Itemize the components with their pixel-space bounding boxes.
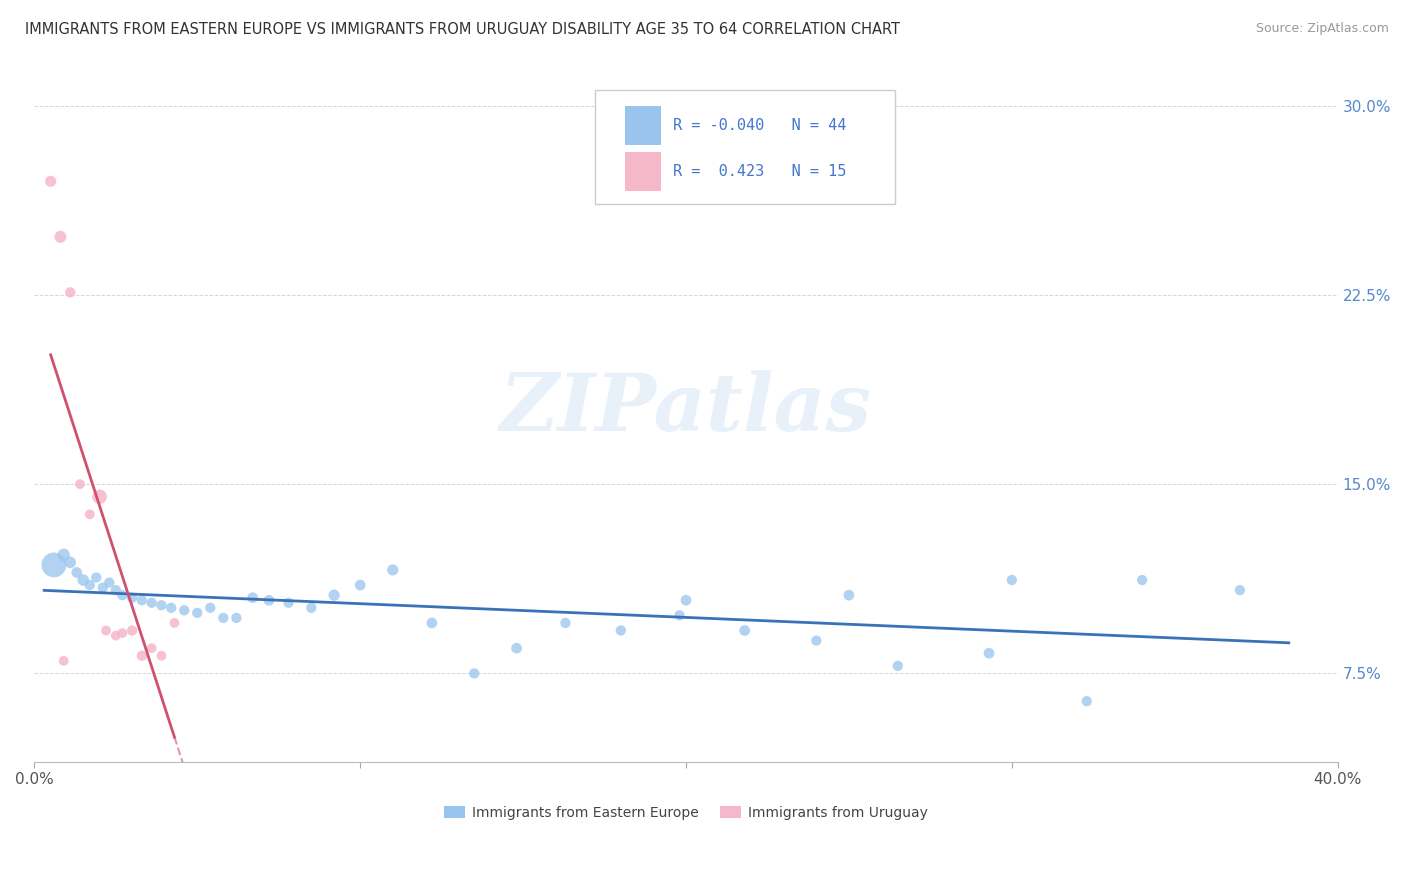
- Point: [173, 603, 195, 617]
- Point: [610, 624, 633, 638]
- Point: [299, 600, 322, 615]
- Point: [150, 599, 173, 613]
- Point: [225, 611, 247, 625]
- Point: [1229, 583, 1251, 598]
- Point: [66, 566, 89, 580]
- Point: [98, 575, 121, 590]
- Point: [49, 230, 72, 244]
- Text: ZIPatlas: ZIPatlas: [501, 369, 872, 447]
- Legend: Immigrants from Eastern Europe, Immigrants from Uruguay: Immigrants from Eastern Europe, Immigran…: [439, 800, 934, 825]
- Point: [505, 641, 527, 656]
- Point: [89, 490, 111, 504]
- Point: [79, 578, 101, 592]
- Point: [463, 666, 485, 681]
- Point: [79, 508, 101, 522]
- Point: [257, 593, 280, 607]
- Point: [150, 648, 173, 663]
- Point: [141, 641, 163, 656]
- Point: [212, 611, 235, 625]
- Point: [838, 588, 860, 602]
- Point: [806, 633, 828, 648]
- Point: [349, 578, 371, 592]
- Point: [675, 593, 697, 607]
- Point: [131, 648, 153, 663]
- Point: [121, 624, 143, 638]
- Point: [59, 285, 82, 300]
- Point: [69, 477, 91, 491]
- Point: [734, 624, 756, 638]
- Point: [52, 654, 75, 668]
- Point: [242, 591, 264, 605]
- Point: [554, 615, 576, 630]
- Point: [200, 600, 222, 615]
- Point: [39, 174, 62, 188]
- Bar: [624, 153, 661, 191]
- Point: [186, 606, 208, 620]
- Point: [163, 615, 186, 630]
- Point: [1001, 573, 1024, 587]
- Point: [104, 583, 127, 598]
- Point: [160, 600, 183, 615]
- Point: [59, 555, 82, 569]
- Point: [91, 581, 114, 595]
- Text: R =  0.423   N = 15: R = 0.423 N = 15: [673, 164, 846, 179]
- Point: [121, 591, 143, 605]
- Text: Source: ZipAtlas.com: Source: ZipAtlas.com: [1256, 22, 1389, 36]
- Point: [104, 629, 127, 643]
- Point: [72, 573, 94, 587]
- Point: [887, 658, 910, 673]
- Point: [84, 570, 107, 584]
- Point: [111, 588, 134, 602]
- Point: [111, 626, 134, 640]
- Point: [381, 563, 404, 577]
- Point: [277, 596, 299, 610]
- Point: [977, 646, 1000, 660]
- Point: [141, 596, 163, 610]
- FancyBboxPatch shape: [595, 90, 894, 203]
- Point: [42, 558, 65, 572]
- Text: IMMIGRANTS FROM EASTERN EUROPE VS IMMIGRANTS FROM URUGUAY DISABILITY AGE 35 TO 6: IMMIGRANTS FROM EASTERN EUROPE VS IMMIGR…: [25, 22, 900, 37]
- Point: [52, 548, 75, 562]
- Text: R = -0.040   N = 44: R = -0.040 N = 44: [673, 118, 846, 133]
- Point: [323, 588, 346, 602]
- Point: [668, 608, 690, 623]
- Point: [131, 593, 153, 607]
- Point: [94, 624, 117, 638]
- Point: [1076, 694, 1098, 708]
- Point: [420, 615, 443, 630]
- Bar: [624, 106, 661, 145]
- Point: [1130, 573, 1153, 587]
